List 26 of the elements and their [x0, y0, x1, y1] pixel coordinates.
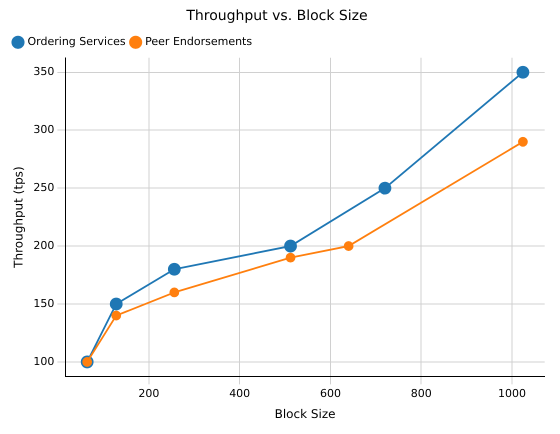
point [169, 288, 180, 298]
point [378, 182, 392, 195]
x-tick-label: 200 [138, 386, 160, 400]
y-tick-label: 250 [33, 180, 54, 194]
point [284, 240, 297, 252]
x-tick-label: 1000 [498, 386, 526, 400]
point [168, 262, 181, 276]
point [110, 298, 123, 310]
point [518, 136, 528, 147]
point [516, 66, 530, 79]
point [111, 310, 122, 320]
x-axis-title: Block Size [274, 406, 336, 421]
legend-label: Ordering Services [28, 35, 126, 48]
y-tick-label: 150 [33, 296, 54, 310]
chart-title: Throughput vs. Block Size [185, 8, 368, 24]
y-tick-label: 300 [33, 123, 54, 136]
y-axis-title: Throughput (tps) [11, 166, 26, 269]
point [344, 241, 354, 251]
x-tick-label: 400 [229, 386, 250, 400]
legend-label: Peer Endorsements [145, 35, 252, 48]
y-tick-label: 200 [33, 238, 54, 252]
point [286, 252, 296, 263]
x-tick-label: 800 [410, 386, 432, 400]
y-tick-label: 350 [33, 65, 54, 78]
y-tick-label: 100 [33, 354, 54, 368]
x-tick-label: 600 [320, 386, 341, 400]
